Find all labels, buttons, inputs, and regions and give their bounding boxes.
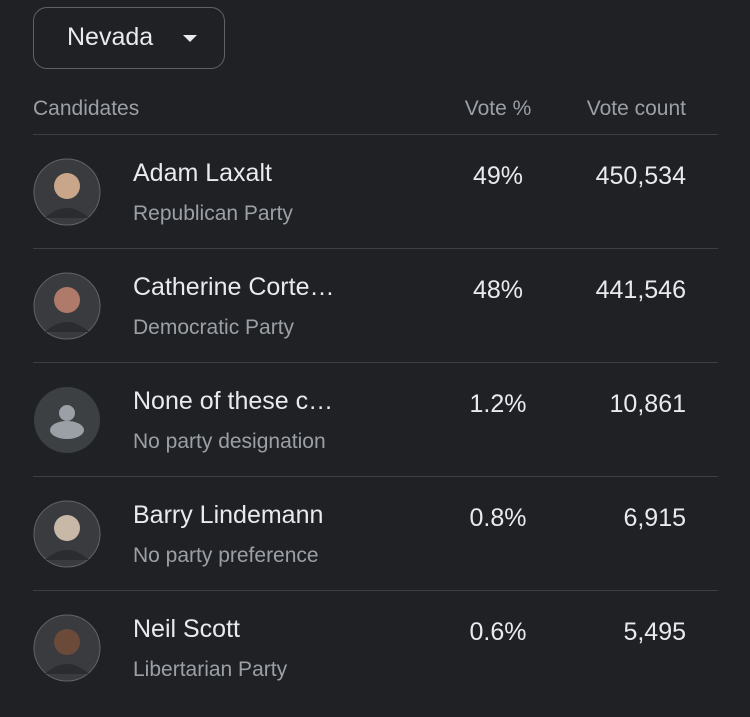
vote-percent: 48%: [472, 276, 524, 304]
candidate-avatar: [33, 500, 101, 573]
candidate-name[interactable]: Adam Laxalt: [133, 159, 272, 187]
candidate-party: No party preference: [133, 544, 319, 567]
candidate-party: Democratic Party: [133, 316, 295, 339]
separator: [33, 476, 718, 477]
header-candidates: Candidates: [33, 97, 140, 120]
dropdown-caret: [183, 35, 197, 42]
separator: [33, 134, 718, 135]
separator: [33, 362, 718, 363]
candidate-name[interactable]: Catherine Corte…: [133, 273, 335, 301]
header-count: Vote count: [586, 97, 686, 120]
vote-count: 6,915: [623, 504, 686, 532]
candidate-avatar: [33, 386, 101, 459]
candidate-party: Republican Party: [133, 202, 293, 225]
separator: [33, 248, 718, 249]
candidate-avatar: [33, 272, 101, 345]
vote-percent: 0.8%: [469, 504, 527, 532]
candidate-avatar: [33, 614, 101, 687]
separator: [33, 590, 718, 591]
state-dropdown[interactable]: Nevada: [33, 7, 225, 69]
candidate-avatar: [33, 158, 101, 231]
header-percent: Vote %: [464, 97, 532, 120]
dropdown-label: Nevada: [67, 23, 154, 51]
vote-percent: 49%: [472, 162, 524, 190]
candidate-name[interactable]: None of these c…: [133, 387, 334, 415]
vote-count: 441,546: [595, 276, 686, 304]
vote-count: 10,861: [609, 390, 686, 418]
candidate-party: Libertarian Party: [133, 658, 288, 681]
vote-percent: 1.2%: [469, 390, 527, 418]
vote-count: 5,495: [623, 618, 686, 646]
candidate-name[interactable]: Barry Lindemann: [133, 501, 324, 529]
vote-count: 450,534: [595, 162, 686, 190]
vote-percent: 0.6%: [469, 618, 527, 646]
candidate-party: No party designation: [133, 430, 326, 453]
candidate-name[interactable]: Neil Scott: [133, 615, 240, 643]
